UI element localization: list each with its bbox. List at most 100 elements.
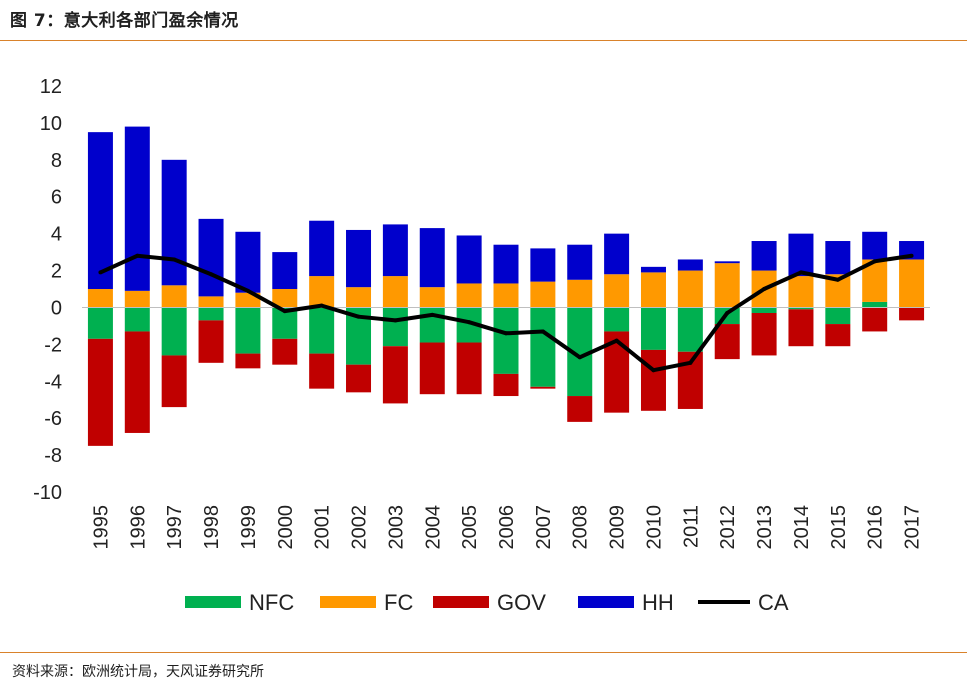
y-tick-label: -2 xyxy=(44,334,62,356)
bar-hh-2008 xyxy=(567,244,593,280)
bar-gov-2012 xyxy=(714,324,740,360)
bar-hh-2011 xyxy=(677,259,703,271)
ca-point-1996 xyxy=(135,253,140,258)
bar-nfc-2010 xyxy=(640,307,666,350)
x-tick-label: 2013 xyxy=(754,505,776,550)
y-tick-label: 2 xyxy=(51,261,62,283)
bar-gov-2017 xyxy=(899,307,925,321)
bar-fc-2008 xyxy=(567,279,593,308)
bar-nfc-2003 xyxy=(382,307,408,347)
bar-hh-2016 xyxy=(862,231,888,260)
bar-fc-2000 xyxy=(272,289,298,308)
y-tick-label: 4 xyxy=(51,224,62,246)
legend-swatch-nfc xyxy=(185,596,241,608)
x-tick-label: 2009 xyxy=(607,505,629,550)
title-divider xyxy=(0,40,967,41)
legend-label-gov: GOV xyxy=(497,590,546,615)
ca-point-2006 xyxy=(504,331,508,336)
bar-gov-2016 xyxy=(862,307,888,332)
bar-hh-2012 xyxy=(714,261,740,264)
ca-point-2010 xyxy=(651,368,656,373)
ca-point-2008 xyxy=(577,355,582,360)
x-tick-label: 2000 xyxy=(275,505,297,550)
bar-gov-2003 xyxy=(382,346,408,404)
y-tick-label: 6 xyxy=(51,187,62,209)
bar-hh-2007 xyxy=(530,248,556,282)
bar-nfc-1995 xyxy=(87,307,113,339)
x-axis: 1995 1996 1997 1998 1999 2000 2001 2002 2003 2004… xyxy=(90,505,923,550)
bar-hh-2002 xyxy=(346,229,372,288)
bar-hh-2010 xyxy=(640,266,666,273)
bar-fc-2002 xyxy=(346,287,372,308)
y-tick-label: 12 xyxy=(40,76,62,98)
bar-gov-1996 xyxy=(124,331,150,433)
bar-hh-1996 xyxy=(124,126,150,291)
y-tick-label: 8 xyxy=(51,150,62,172)
ca-point-2016 xyxy=(872,259,877,264)
legend-swatch-hh xyxy=(578,596,634,608)
ca-point-2015 xyxy=(835,277,840,282)
bar-gov-1997 xyxy=(161,355,187,408)
bar-fc-2006 xyxy=(493,283,519,308)
bar-fc-2011 xyxy=(677,270,703,308)
bar-hh-2004 xyxy=(419,228,445,288)
bar-gov-2010 xyxy=(640,349,666,411)
x-tick-label: 2008 xyxy=(570,505,592,550)
bar-fc-2010 xyxy=(640,272,666,308)
figure-title: 图 7：意大利各部门盈余情况 xyxy=(10,11,239,31)
bar-fc-1998 xyxy=(198,296,224,308)
ca-point-2002 xyxy=(356,314,361,319)
bar-nfc-1996 xyxy=(124,307,150,332)
bar-fc-2017 xyxy=(899,259,925,308)
bar-gov-2005 xyxy=(456,342,482,395)
source-note: 资料来源：欧洲统计局，天风证券研究所 xyxy=(12,664,264,680)
bar-hh-1997 xyxy=(161,159,187,286)
ca-point-1998 xyxy=(209,272,214,277)
x-tick-label: 2017 xyxy=(902,505,924,550)
bar-nfc-2006 xyxy=(493,307,519,374)
bar-nfc-2016 xyxy=(862,301,888,308)
ca-point-2017 xyxy=(909,253,914,258)
ca-point-2012 xyxy=(725,310,730,315)
bar-gov-2014 xyxy=(788,309,814,347)
x-tick-label: 2012 xyxy=(717,505,739,550)
x-tick-label: 1997 xyxy=(164,505,186,550)
bar-nfc-2014 xyxy=(788,307,814,310)
bar-fc-2007 xyxy=(530,281,556,308)
source-divider xyxy=(0,652,967,653)
ca-point-1995 xyxy=(98,270,103,275)
legend: NFC FC GOV HH CA xyxy=(185,590,789,615)
bar-nfc-2007 xyxy=(530,307,556,387)
bar-nfc-2001 xyxy=(309,307,335,354)
bar-fc-2003 xyxy=(382,276,408,308)
bar-fc-2001 xyxy=(309,276,335,308)
x-tick-label: 2014 xyxy=(791,505,813,550)
y-axis: 12 10 8 6 4 2 0 -2 -4 -6 -8 -10 xyxy=(33,76,62,504)
y-tick-label: -6 xyxy=(44,408,62,430)
bars xyxy=(82,126,930,446)
x-tick-label: 2016 xyxy=(865,505,887,550)
ca-line xyxy=(98,253,914,373)
legend-label-ca: CA xyxy=(758,590,789,615)
x-tick-label: 2006 xyxy=(496,505,518,550)
x-tick-label: 2007 xyxy=(533,505,555,550)
bar-nfc-2004 xyxy=(419,307,445,343)
legend-swatch-fc xyxy=(320,596,376,608)
x-tick-label: 2004 xyxy=(422,505,444,550)
y-tick-label: -8 xyxy=(44,445,62,467)
bar-hh-2014 xyxy=(788,233,814,277)
x-tick-label: 2003 xyxy=(385,505,407,550)
bar-nfc-2009 xyxy=(604,307,630,332)
bar-fc-2005 xyxy=(456,283,482,308)
x-tick-label: 2015 xyxy=(828,505,850,550)
bar-fc-2014 xyxy=(788,276,814,308)
bar-nfc-2011 xyxy=(677,307,703,352)
bar-gov-2004 xyxy=(419,342,445,395)
bar-nfc-1998 xyxy=(198,307,224,321)
bar-gov-1998 xyxy=(198,320,224,363)
bar-hh-2005 xyxy=(456,235,482,284)
ca-point-2003 xyxy=(393,318,398,323)
bar-nfc-1999 xyxy=(235,307,261,354)
ca-point-2007 xyxy=(540,329,545,334)
